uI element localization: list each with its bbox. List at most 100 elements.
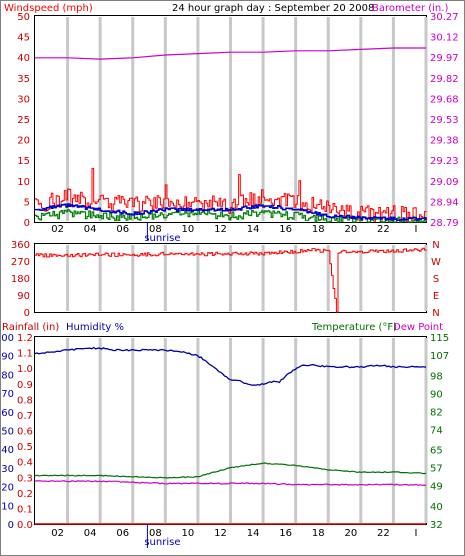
x-tick-label: 10 <box>182 224 195 235</box>
temperature-axis-label: Temperature (°F) <box>311 322 397 333</box>
y-tick-right: 29.82 <box>430 74 459 85</box>
temperature-tick: 65 <box>430 446 443 457</box>
temperature-tick: 98 <box>430 371 443 382</box>
x-tick-label: 20 <box>344 528 357 539</box>
sunrise-label: sunrise <box>144 233 180 244</box>
rain-tick: 0.5 <box>17 442 33 453</box>
rain-tick: 0.2 <box>17 489 33 500</box>
x-tick-label: 20 <box>344 224 357 235</box>
wind-low-line <box>35 209 427 223</box>
humidity-tick: 50 <box>1 427 14 438</box>
x-tick-label: 04 <box>84 528 97 539</box>
windspeed-axis-label: Windspeed (mph) <box>4 3 93 14</box>
direction-tick-left: 270 <box>11 257 30 268</box>
rain-tick: 0.7 <box>17 411 33 422</box>
y-tick-left: 50 <box>17 12 30 23</box>
rain-tick: 0.6 <box>17 427 33 438</box>
y-tick-left: 15 <box>17 156 30 167</box>
rain-tick: 0.9 <box>17 380 33 391</box>
x-tick-label: 16 <box>279 224 292 235</box>
x-tick-label: 06 <box>116 224 129 235</box>
x-tick-label: 18 <box>312 224 325 235</box>
sunrise-label: sunrise <box>144 537 180 548</box>
x-tick-label: I <box>415 528 418 539</box>
x-tick-label: 18 <box>312 528 325 539</box>
y-tick-left: 35 <box>17 74 30 85</box>
rain-tick: 0.3 <box>17 473 33 484</box>
wind-direction-line <box>35 247 427 313</box>
temperature-line <box>34 462 427 479</box>
dewpoint-axis-label: Dew Point <box>393 322 443 333</box>
series-layer <box>34 47 427 525</box>
y-tick-right: 29.38 <box>430 136 459 147</box>
temperature-tick: 74 <box>430 425 443 436</box>
humidity-tick: 80 <box>1 370 14 381</box>
humidity-tick: 70 <box>1 389 14 400</box>
y-tick-left: 20 <box>17 136 30 147</box>
y-tick-right: 30.27 <box>430 12 459 23</box>
humidity-tick: 40 <box>1 445 14 456</box>
direction-tick-left: 360 <box>11 240 30 251</box>
y-tick-left: 45 <box>17 33 30 44</box>
humidity-tick: 90 <box>1 352 14 363</box>
direction-tick-right: W <box>431 257 441 268</box>
y-tick-right: 29.23 <box>430 156 459 167</box>
graph-title: 24 hour graph day : September 20 2008 <box>172 3 374 14</box>
temperature-tick: 115 <box>430 333 449 344</box>
rain-tick: 1.2 <box>17 333 33 344</box>
wind-average-line <box>35 203 427 222</box>
humidity-tick: 10 <box>1 501 14 512</box>
rain-tick: 0.8 <box>17 395 33 406</box>
x-tick-label: I <box>415 224 418 235</box>
rain-tick: 1.1 <box>17 349 33 360</box>
direction-tick-right: E <box>433 291 439 302</box>
temperature-tick: 49 <box>430 482 443 493</box>
x-tick-label: 04 <box>84 224 97 235</box>
direction-tick-left: 180 <box>11 274 30 285</box>
y-tick-left: 10 <box>17 177 30 188</box>
humidity-line <box>34 346 427 386</box>
humidity-tick: 0 <box>8 520 14 531</box>
y-tick-right: 29.09 <box>430 177 459 188</box>
direction-tick-right: N <box>432 308 439 319</box>
x-tick-label: 10 <box>182 528 195 539</box>
barometer-axis-label: Barometer (in.) <box>372 3 448 14</box>
y-tick-right: 30.12 <box>430 33 459 44</box>
windspeed-line <box>35 167 427 223</box>
direction-tick-right: N <box>432 240 439 251</box>
dewpoint-line <box>34 480 427 487</box>
y-tick-left: 30 <box>17 94 30 105</box>
humidity-tick: 100 <box>0 333 14 344</box>
rain-tick: 1.0 <box>17 364 33 375</box>
x-tick-label: 14 <box>247 224 260 235</box>
rain-tick: 0.4 <box>17 458 33 469</box>
temperature-tick: 32 <box>430 520 443 531</box>
y-tick-left: 0 <box>24 218 30 229</box>
y-tick-left: 25 <box>17 115 30 126</box>
y-tick-right: 29.68 <box>430 94 459 105</box>
y-tick-right: 28.94 <box>430 197 459 208</box>
humidity-tick: 20 <box>1 483 14 494</box>
x-tick-label: 12 <box>214 528 227 539</box>
temperature-tick: 57 <box>430 464 443 475</box>
x-tick-label: 02 <box>51 224 64 235</box>
x-tick-label: 22 <box>377 224 390 235</box>
x-tick-label: 06 <box>116 528 129 539</box>
x-tick-label: 22 <box>377 528 390 539</box>
x-tick-label: 14 <box>247 528 260 539</box>
rain-tick: 0.1 <box>17 504 33 515</box>
direction-tick-left: 0 <box>24 308 30 319</box>
temperature-tick: 90 <box>430 389 443 400</box>
temperature-tick: 40 <box>430 502 443 513</box>
rainfall-axis-label: Rainfall (in) <box>2 322 59 333</box>
x-tick-label: 08 <box>149 224 162 235</box>
humidity-axis-label: Humidity % <box>66 322 124 333</box>
x-tick-label: 12 <box>214 224 227 235</box>
x-tick-label: 08 <box>149 528 162 539</box>
humidity-tick: 60 <box>1 408 14 419</box>
temperature-tick: 107 <box>430 351 449 362</box>
x-tick-label: 16 <box>279 528 292 539</box>
temperature-tick: 82 <box>430 407 443 418</box>
